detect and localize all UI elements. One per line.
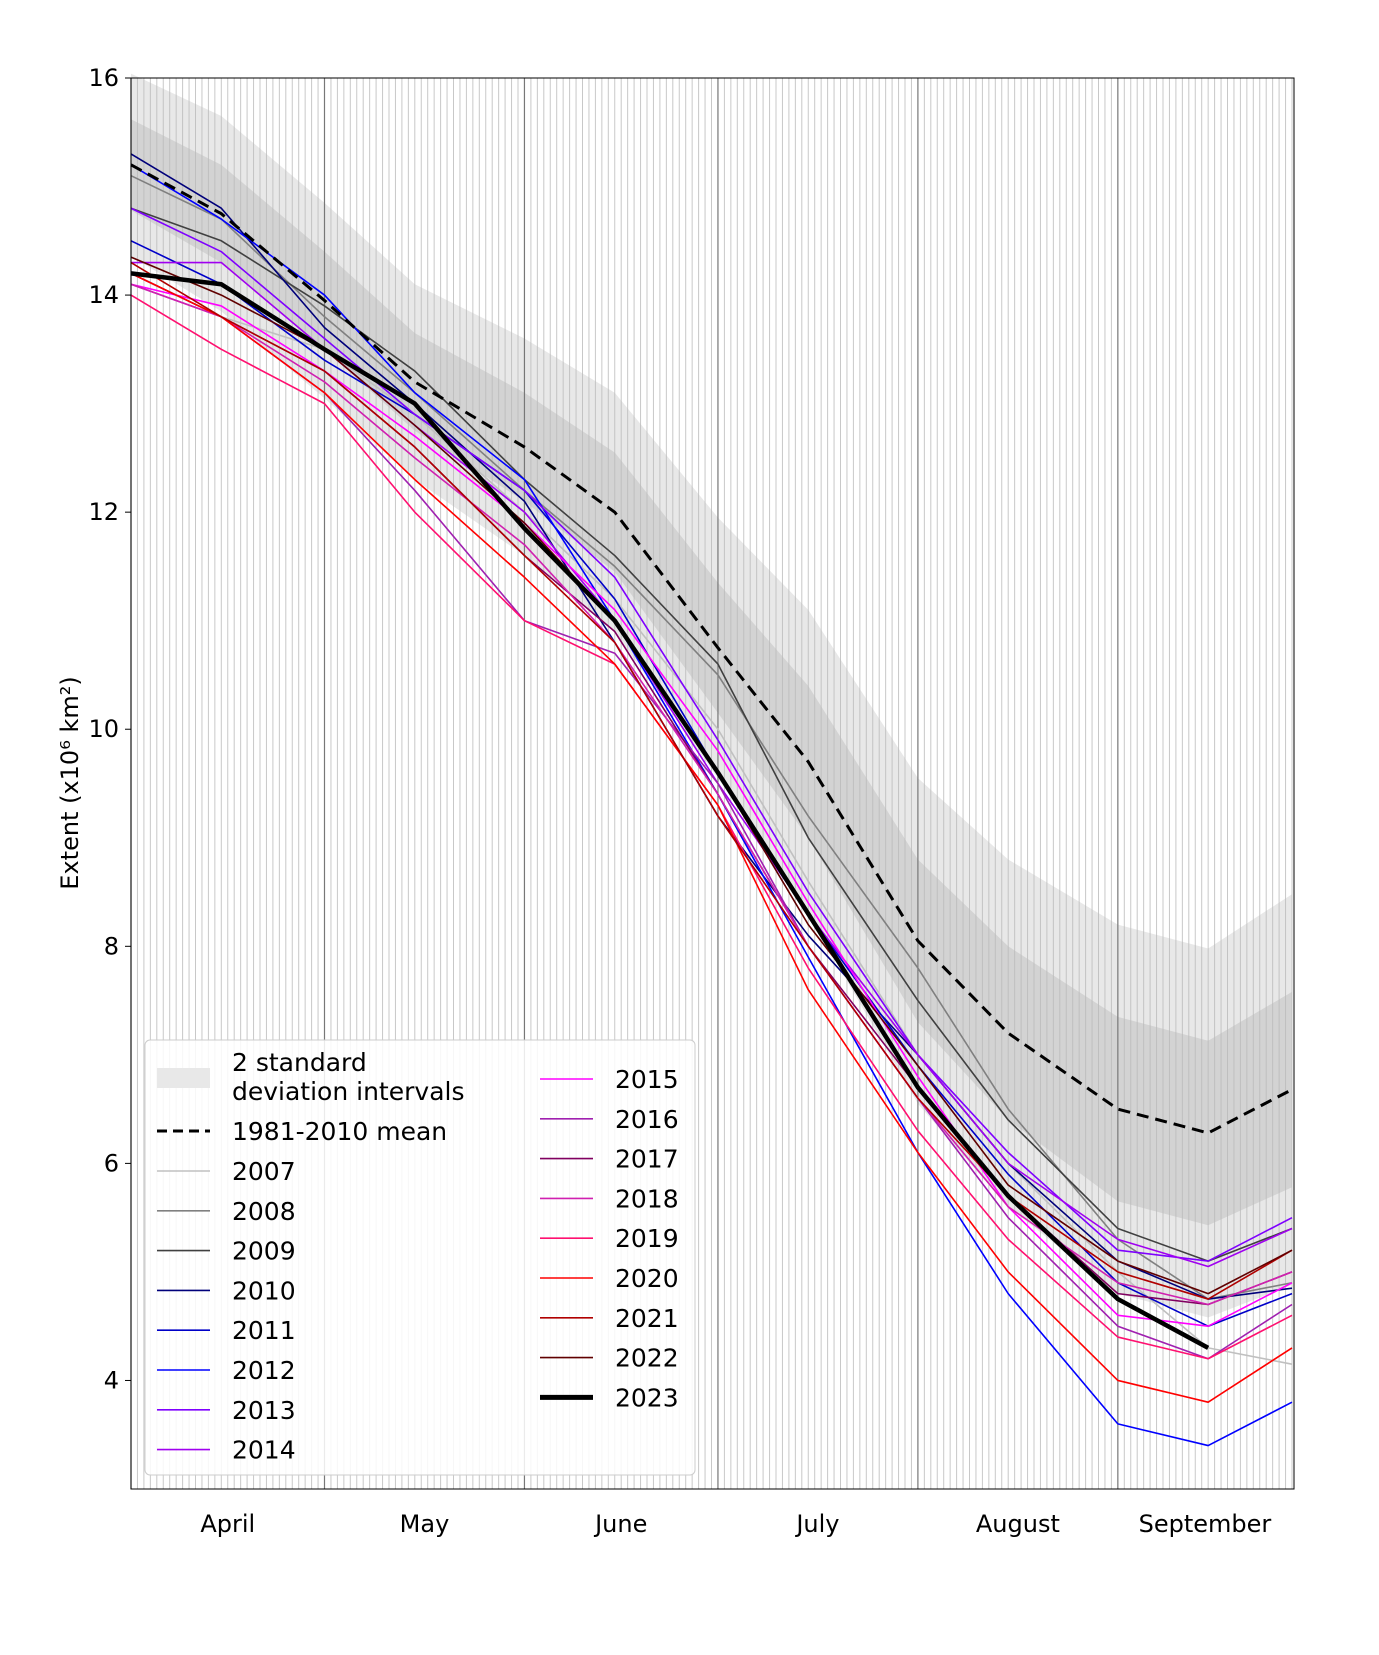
legend-label-2020: 2020 bbox=[615, 1264, 679, 1293]
month-label: May bbox=[400, 1510, 450, 1538]
x-axis: April May June July August September bbox=[200, 1510, 1271, 1538]
legend: 2 standard deviation intervals 1981-2010 m… bbox=[144, 1039, 696, 1476]
y-axis-label: Extent (x10⁶ km²) bbox=[56, 676, 84, 889]
series-line-2020 bbox=[130, 272, 1293, 1403]
legend-label-2018: 2018 bbox=[615, 1184, 679, 1213]
legend-label-line: deviation intervals bbox=[232, 1077, 464, 1106]
legend-label-2017: 2017 bbox=[615, 1145, 679, 1174]
y-tick-label: 4 bbox=[104, 1366, 119, 1394]
month-label: July bbox=[794, 1510, 839, 1538]
series-line-2021 bbox=[130, 261, 1293, 1300]
y-tick-label: 16 bbox=[88, 64, 119, 92]
y-tick-label: 12 bbox=[88, 498, 119, 526]
legend-label-2013: 2013 bbox=[232, 1396, 296, 1425]
y-tick-label: 6 bbox=[104, 1149, 119, 1177]
y-axis: 4 6 8 10 12 14 16 bbox=[88, 64, 131, 1394]
legend-box bbox=[144, 1039, 696, 1476]
y-tick-label: 14 bbox=[88, 281, 119, 309]
series-line-2009 bbox=[130, 207, 1293, 1262]
series-line-2013 bbox=[130, 207, 1293, 1262]
legend-label-2022: 2022 bbox=[615, 1344, 679, 1373]
legend-swatch-std bbox=[157, 1068, 210, 1088]
legend-label-2016: 2016 bbox=[615, 1105, 679, 1134]
legend-label-2021: 2021 bbox=[615, 1304, 679, 1333]
month-label: April bbox=[200, 1510, 255, 1538]
month-label: June bbox=[593, 1510, 647, 1538]
legend-label-2009: 2009 bbox=[232, 1237, 296, 1266]
legend-label-2014: 2014 bbox=[232, 1436, 296, 1465]
month-label: August bbox=[976, 1510, 1060, 1538]
series-line-2023 bbox=[130, 271, 1210, 1350]
mean-line bbox=[130, 163, 1293, 1135]
plot-frame bbox=[130, 77, 1295, 1490]
legend-label-2023: 2023 bbox=[615, 1383, 679, 1412]
legend-label-2008: 2008 bbox=[232, 1197, 296, 1226]
legend-label-2019: 2019 bbox=[615, 1224, 679, 1253]
legend-label-2007: 2007 bbox=[232, 1157, 296, 1186]
month-label: September bbox=[1139, 1510, 1272, 1538]
series-line-2018 bbox=[130, 283, 1293, 1306]
legend-label-2010: 2010 bbox=[232, 1276, 296, 1305]
y-tick-label: 10 bbox=[88, 715, 119, 743]
y-tick-label: 8 bbox=[104, 932, 119, 960]
legend-label-2012: 2012 bbox=[232, 1356, 296, 1385]
series-lines bbox=[130, 153, 1293, 1447]
legend-label-line: 2 standard bbox=[232, 1048, 367, 1077]
legend-label-2011: 2011 bbox=[232, 1316, 296, 1345]
legend-label-2015: 2015 bbox=[615, 1065, 679, 1094]
legend-label-std: 2 standard deviation intervals bbox=[232, 1048, 464, 1106]
legend-label-mean: 1981-2010 mean bbox=[232, 1117, 447, 1146]
